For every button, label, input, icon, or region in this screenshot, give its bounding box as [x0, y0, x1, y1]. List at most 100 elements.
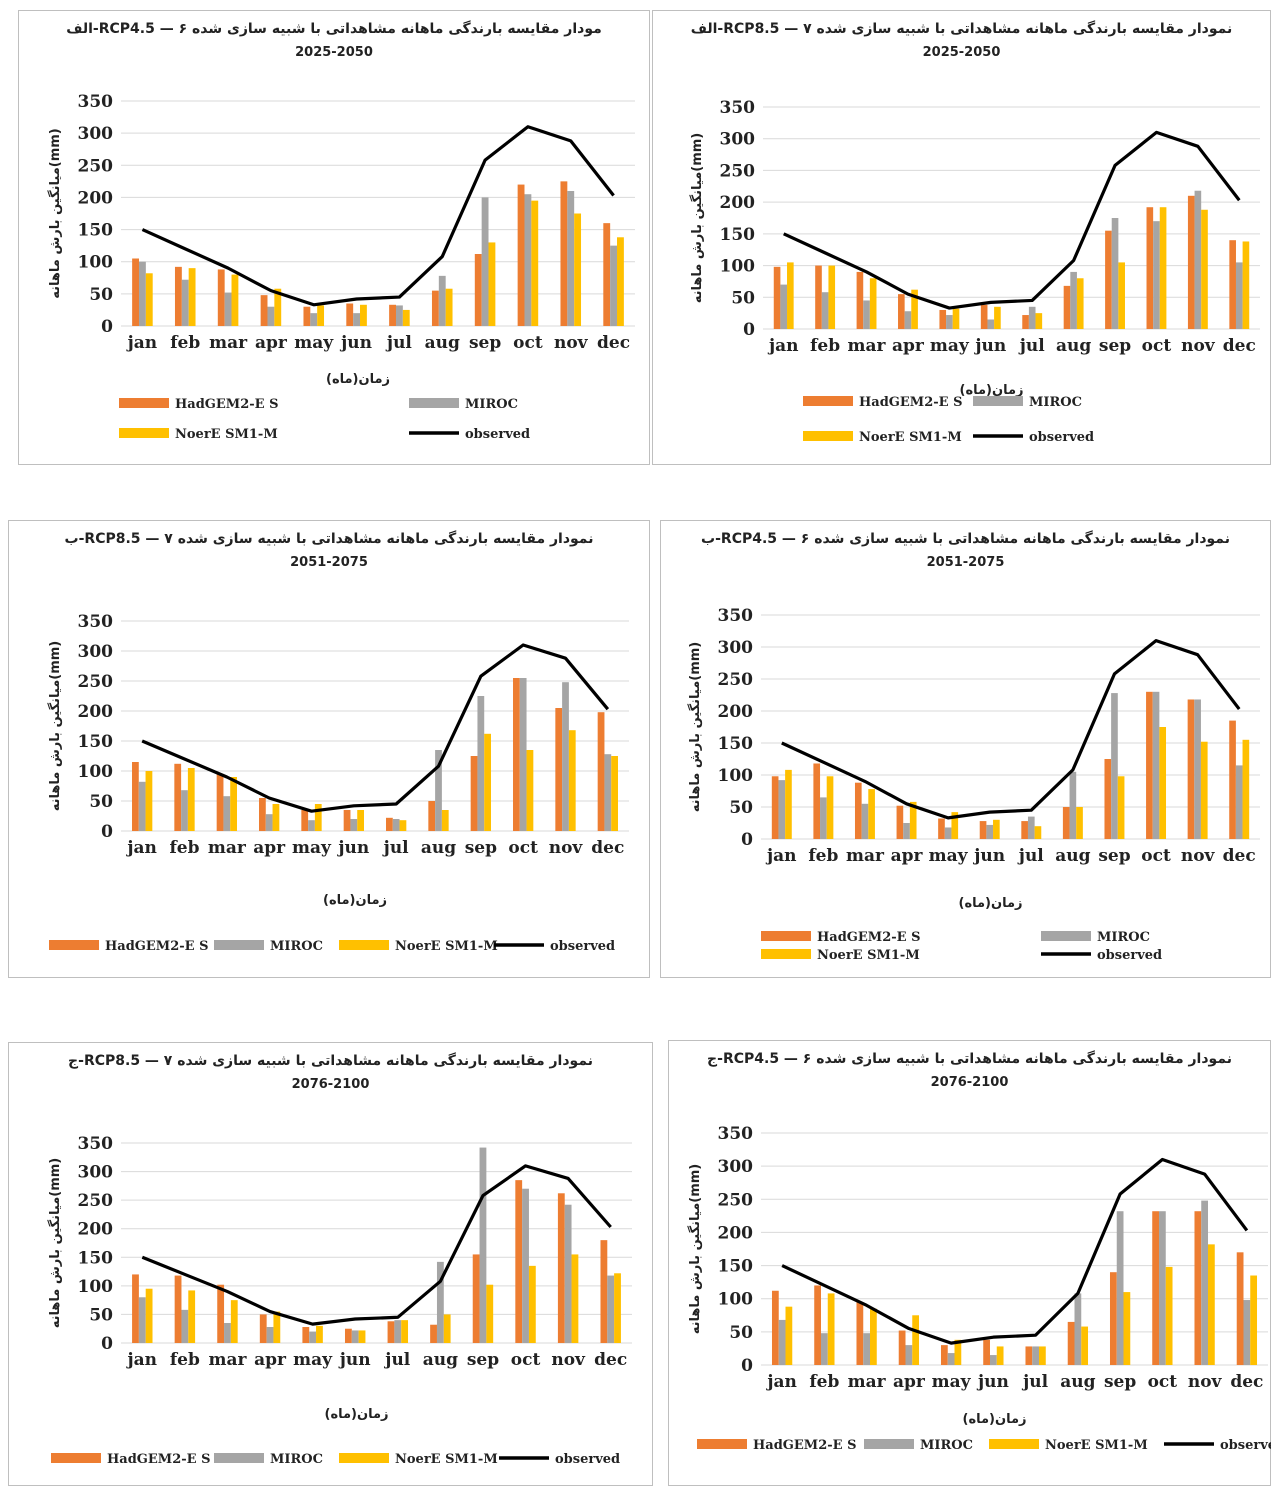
x-tick-label: apr: [892, 336, 925, 356]
x-axis-label: زمان(ماه): [326, 372, 390, 387]
bar-hadgem: [386, 817, 393, 831]
bar-hadgem: [472, 1254, 480, 1343]
y-tick-label: 50: [89, 285, 113, 305]
bar-miroc: [820, 1333, 828, 1365]
legend-label: NoerE SM1-M: [395, 1452, 498, 1467]
y-tick-label: 150: [718, 734, 754, 754]
x-tick-label: jan: [125, 838, 157, 858]
x-tick-label: sep: [1104, 1372, 1136, 1392]
y-tick-label: 300: [78, 1163, 114, 1183]
bar-miroc: [308, 820, 315, 831]
bar-hadgem: [1025, 1346, 1033, 1365]
y-tick-label: 350: [78, 1134, 114, 1154]
bar-noer: [1076, 278, 1084, 329]
bar-hadgem: [513, 678, 520, 831]
legend-label: HadGEM2-E S: [175, 397, 278, 412]
bar-hadgem: [1187, 195, 1195, 329]
y-tick-label: 250: [718, 1190, 754, 1210]
bar-noer: [869, 278, 877, 329]
bar-miroc: [266, 1327, 274, 1343]
bar-hadgem: [216, 774, 224, 831]
bar-hadgem: [174, 763, 182, 831]
bar-miroc: [1235, 765, 1243, 839]
bar-hadgem: [132, 1274, 139, 1343]
x-tick-label: nov: [1181, 846, 1216, 866]
bar-hadgem: [896, 805, 904, 839]
legend-swatch: [803, 396, 853, 406]
chart-panel-6b: نمودار مقایسه بارندگی ماهانه مشاهداتی با…: [660, 520, 1271, 978]
bar-noer: [1159, 727, 1167, 839]
bar-noer: [486, 1284, 494, 1343]
legend-label: observed: [1220, 1438, 1271, 1453]
bar-noer: [1076, 807, 1083, 839]
bar-noer: [785, 1306, 793, 1365]
x-tick-label: dec: [594, 1350, 627, 1370]
bar-miroc: [604, 754, 612, 831]
bar-noer: [401, 1320, 409, 1343]
bar-noer: [314, 804, 322, 831]
legend-swatch: [339, 940, 389, 950]
bar-miroc: [863, 300, 870, 329]
bar-noer: [617, 237, 624, 326]
bar-hadgem: [343, 810, 351, 831]
y-tick-label: 350: [718, 606, 754, 626]
bar-miroc: [1201, 1200, 1209, 1365]
y-tick-label: 0: [101, 317, 113, 337]
bar-miroc: [778, 780, 786, 839]
bar-hadgem: [1229, 720, 1236, 839]
x-tick-label: dec: [597, 333, 630, 353]
bar-hadgem: [1187, 699, 1195, 839]
y-tick-label: 250: [720, 161, 756, 181]
legend-swatch: [119, 428, 169, 438]
x-tick-label: aug: [423, 1350, 458, 1370]
y-tick-label: 300: [720, 130, 756, 150]
bar-noer: [1242, 241, 1250, 329]
y-tick-label: 50: [731, 288, 755, 308]
x-tick-label: oct: [511, 1350, 541, 1370]
x-tick-label: nov: [1188, 1372, 1223, 1392]
legend-swatch: [973, 396, 1023, 406]
y-tick-label: 350: [718, 1124, 754, 1144]
y-tick-label: 250: [78, 1191, 114, 1211]
bar-noer: [1165, 1266, 1173, 1365]
legend-label: NoerE SM1-M: [817, 948, 920, 963]
bar-miroc: [267, 306, 275, 326]
y-tick-label: 250: [78, 672, 114, 692]
bar-hadgem: [939, 309, 947, 329]
x-tick-label: oct: [1141, 846, 1171, 866]
x-tick-label: jul: [385, 333, 413, 353]
x-tick-label: oct: [513, 333, 543, 353]
bar-hadgem: [217, 1284, 225, 1343]
x-tick-label: oct: [508, 838, 538, 858]
bar-miroc: [181, 1309, 189, 1343]
bar-noer: [611, 756, 618, 831]
bar-miroc: [223, 796, 231, 831]
bar-noer: [231, 274, 239, 326]
bar-miroc: [477, 696, 485, 831]
bar-noer: [399, 820, 407, 831]
bar-hadgem: [174, 1275, 182, 1343]
legend-swatch: [51, 1453, 101, 1463]
bar-miroc: [1027, 816, 1035, 839]
bar-miroc: [309, 1331, 317, 1343]
x-axis-label: زمان(ماه): [959, 896, 1023, 911]
chart-title: نمودار مقایسه بارندگی ماهانه مشاهداتی با…: [64, 531, 594, 547]
bar-noer: [188, 268, 196, 326]
bar-miroc: [1111, 218, 1119, 329]
bar-hadgem: [1062, 807, 1070, 839]
bar-miroc: [438, 275, 446, 326]
chart-svg: 0 50 100 150 200 250 300 350 میانگین بارش ماهانه…: [47, 92, 635, 442]
bar-hadgem: [259, 798, 266, 831]
bar-noer: [868, 789, 875, 839]
bar-noer: [145, 771, 153, 831]
chart-svg: 0 50 100 150 200 250 300 350 میانگین بارش ماهانه…: [687, 606, 1260, 963]
legend-label: MIROC: [1029, 395, 1082, 410]
chart-panel-6a: مودار مقایسه بارندگی ماهانه مشاهداتی با …: [18, 10, 650, 465]
bar-miroc: [610, 245, 618, 326]
bar-noer: [1034, 826, 1042, 839]
x-tick-label: jul: [1018, 336, 1046, 356]
bar-noer: [273, 1311, 281, 1343]
legend-swatch: [214, 1453, 264, 1463]
bar-noer: [1159, 207, 1167, 329]
bar-miroc: [946, 315, 953, 329]
